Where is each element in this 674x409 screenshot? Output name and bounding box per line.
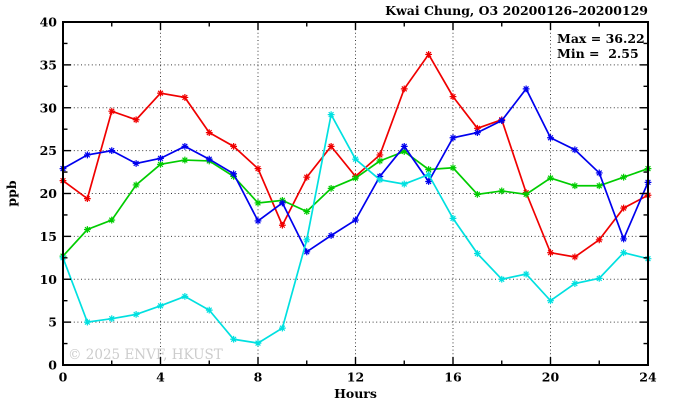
x-axis-title: Hours: [334, 386, 377, 401]
y-tick-label: 20: [40, 186, 58, 201]
x-tick-label: 8: [254, 370, 263, 385]
y-tick-label: 5: [48, 315, 57, 330]
max-value-label: Max = 36.22: [557, 31, 645, 46]
x-tick-label: 12: [347, 370, 364, 385]
y-tick-label: 40: [40, 15, 58, 30]
tick-labels: 0 5 10 15 20 25 30 35 40 0 4 8 12 16 20 24: [40, 15, 657, 385]
y-tick-label: 35: [40, 57, 57, 72]
y-tick-label: 0: [48, 358, 57, 373]
x-tick-label: 20: [542, 370, 560, 385]
y-axis-title: ppb: [4, 180, 19, 206]
plot-area: 0 5 10 15 20 25 30 35 40 0 4 8 12 16 20 24: [40, 15, 657, 385]
green-series: [59, 148, 652, 260]
y-tick-label: 25: [40, 143, 57, 158]
y-tick-label: 15: [40, 229, 57, 244]
cyan-series: [59, 111, 652, 347]
x-tick-label: 24: [639, 370, 657, 385]
y-tick-label: 10: [40, 272, 58, 287]
y-tick-label: 30: [40, 100, 58, 115]
green-series-line: [62, 150, 649, 257]
x-tick-label: 16: [444, 370, 462, 385]
x-tick-label: 0: [59, 370, 68, 385]
chart-title: Kwai Chung, O3 20200126–20200129: [385, 3, 648, 18]
cyan-series-markers: [59, 111, 652, 347]
gridlines: [63, 22, 648, 365]
x-tick-label: 4: [156, 370, 165, 385]
min-value-label: Min = 2.55: [557, 46, 639, 61]
green-series-markers: [59, 148, 652, 260]
watermark: © 2025 ENVF, HKUST: [68, 347, 223, 363]
axis-ticks: [62, 21, 649, 366]
